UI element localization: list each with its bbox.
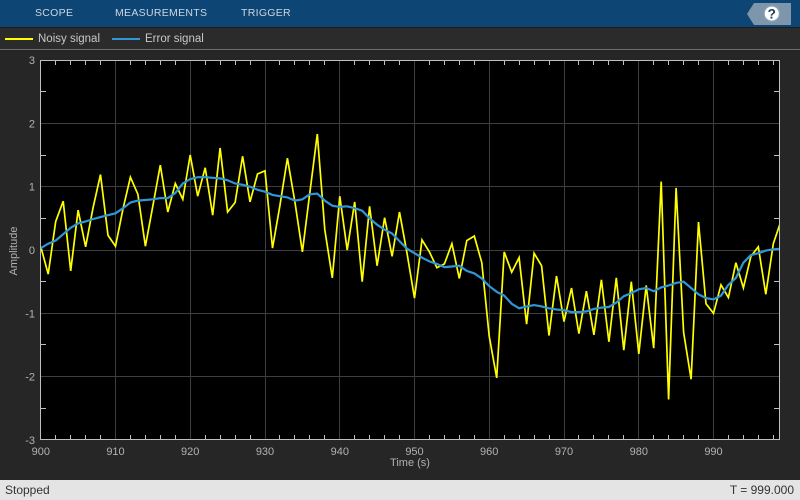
svg-text:940: 940 bbox=[331, 446, 349, 458]
svg-text:980: 980 bbox=[630, 446, 648, 458]
svg-text:-3: -3 bbox=[25, 435, 35, 447]
svg-text:900: 900 bbox=[32, 446, 50, 458]
svg-text:990: 990 bbox=[704, 446, 722, 458]
svg-text:3: 3 bbox=[29, 55, 35, 67]
svg-text:0: 0 bbox=[29, 245, 35, 257]
svg-text:960: 960 bbox=[480, 446, 498, 458]
svg-text:Amplitude: Amplitude bbox=[8, 227, 20, 276]
svg-text:?: ? bbox=[768, 6, 776, 21]
svg-text:Time (s): Time (s) bbox=[390, 457, 430, 469]
svg-text:930: 930 bbox=[256, 446, 274, 458]
svg-text:950: 950 bbox=[405, 446, 423, 458]
svg-text:970: 970 bbox=[555, 446, 573, 458]
svg-text:2: 2 bbox=[29, 118, 35, 130]
svg-text:910: 910 bbox=[106, 446, 124, 458]
svg-text:-1: -1 bbox=[25, 308, 35, 320]
svg-text:920: 920 bbox=[181, 446, 199, 458]
svg-text:-2: -2 bbox=[25, 372, 35, 384]
svg-text:1: 1 bbox=[29, 182, 35, 194]
